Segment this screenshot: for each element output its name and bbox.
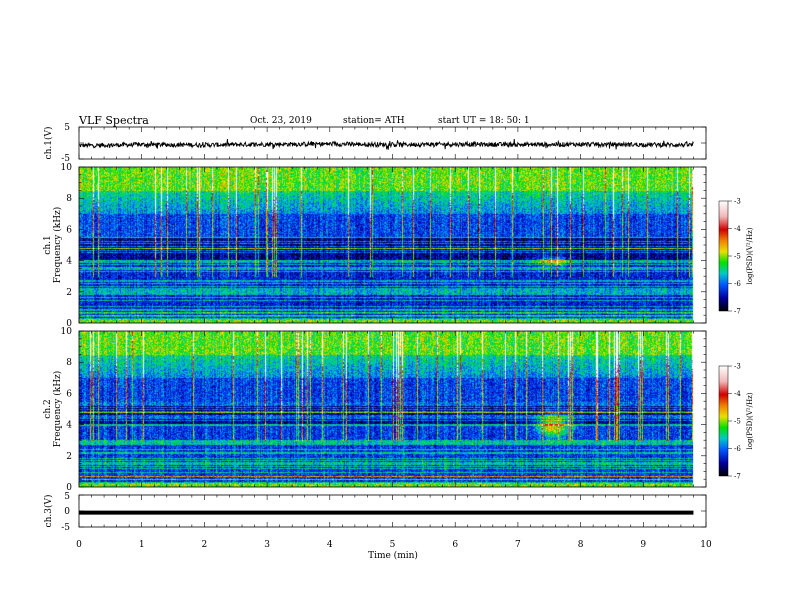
colorbar-ch1-tick-label: -6 bbox=[734, 280, 741, 288]
x-tick-label: 3 bbox=[264, 540, 270, 550]
colorbar-ch2-tick-label: -6 bbox=[734, 445, 741, 453]
ch3-waveform-panel: 5 0 -5 ch.3(V) 0 1 2 3 4 5 6 7 8 9 10 Time (min) bbox=[43, 492, 712, 561]
ch1-waveform-ticks bbox=[78, 126, 707, 160]
x-tick-label: 10 bbox=[700, 540, 712, 550]
x-tick-label: 5 bbox=[390, 540, 396, 550]
x-axis-ticklabels: 0 1 2 3 4 5 6 7 8 9 10 bbox=[76, 540, 712, 550]
x-tick-label: 2 bbox=[202, 540, 208, 550]
ch1-ytick-top: 5 bbox=[64, 123, 70, 133]
colorbar-ch1-tick-label: -4 bbox=[734, 225, 741, 233]
ch1-ytick-bottom: -5 bbox=[61, 154, 70, 164]
figure-title: VLF Spectra bbox=[78, 114, 149, 127]
colorbar-ch1-tick-label: -3 bbox=[734, 198, 741, 206]
spec2-ytick-label: 8 bbox=[66, 358, 72, 368]
ch3-waveform-ticks bbox=[78, 494, 707, 528]
colorbar-ch1: -3 -4 -5 -6 -7 log(PSD)(V²/Hz) bbox=[718, 198, 754, 316]
colorbar-ch1-label: log(PSD)(V²/Hz) bbox=[746, 227, 754, 284]
spec2-ytick-label: 0 bbox=[66, 483, 72, 493]
x-tick-label: 9 bbox=[640, 540, 646, 550]
ch1-spectrogram-panel: 0 2 4 6 8 10 ch.1 Frequency (kHz) bbox=[43, 163, 707, 329]
spec1-ytick-label: 8 bbox=[66, 194, 72, 204]
spec1-ytick-label: 6 bbox=[66, 225, 72, 235]
ch1-spectrogram-ticks bbox=[78, 166, 707, 324]
colorbar-ch1-tick-label: -5 bbox=[734, 253, 741, 261]
ch1-ylabel: ch.1(V) bbox=[43, 127, 54, 160]
station-label: station= ATH bbox=[343, 116, 405, 126]
ch1-spectrogram-ylabel-freq: Frequency (kHz) bbox=[52, 207, 63, 284]
colorbar-ch2-ticks: -3 -4 -5 -6 -7 bbox=[728, 363, 741, 481]
ch2-spectrogram-ticks bbox=[78, 330, 707, 488]
colorbar-ch2-tick-label: -4 bbox=[734, 390, 741, 398]
x-tick-label: 1 bbox=[139, 540, 145, 550]
ch1-waveform-panel: 5 -5 ch.1(V) bbox=[43, 123, 707, 164]
x-tick-label: 8 bbox=[578, 540, 584, 550]
ch1-spectrogram-ylabel-channel: ch.1 bbox=[43, 235, 53, 254]
colorbar-ch2-label: log(PSD)(V²/Hz) bbox=[746, 392, 754, 449]
x-tick-label: 0 bbox=[76, 540, 82, 550]
spec1-ytick-label: 4 bbox=[66, 257, 72, 267]
spec1-ytick-label: 10 bbox=[61, 163, 73, 173]
spec2-ytick-label: 10 bbox=[61, 327, 73, 337]
colorbar-ch1-ticks: -3 -4 -5 -6 -7 bbox=[728, 198, 741, 316]
ch2-spectrogram-panel: 0 2 4 6 8 10 ch.2 Frequency (kHz) bbox=[43, 327, 707, 493]
spec2-ytick-label: 2 bbox=[66, 452, 72, 462]
spec1-ytick-label: 2 bbox=[66, 288, 72, 298]
colorbar-ch1-bar bbox=[718, 200, 729, 312]
colorbar-ch2-bar bbox=[718, 365, 729, 477]
x-axis-label: Time (min) bbox=[368, 550, 418, 561]
ch1-spectrogram-image bbox=[79, 167, 706, 323]
colorbar-ch2-tick-label: -5 bbox=[734, 418, 741, 426]
x-tick-label: 7 bbox=[515, 540, 521, 550]
spec2-ytick-label: 4 bbox=[66, 421, 72, 431]
ch2-spectrogram-ylabel-freq: Frequency (kHz) bbox=[52, 371, 63, 448]
x-tick-label: 6 bbox=[452, 540, 458, 550]
spec1-ytick-label: 0 bbox=[66, 319, 72, 329]
colorbar-ch2-tick-label: -3 bbox=[734, 363, 741, 371]
date-label: Oct. 23, 2019 bbox=[250, 116, 312, 126]
spec2-ytick-label: 6 bbox=[66, 389, 72, 399]
ch3-ytick-mid: 0 bbox=[64, 507, 70, 517]
ch2-spectrogram-ylabel-channel: ch.2 bbox=[43, 399, 53, 418]
ch3-ytick-top: 5 bbox=[64, 492, 70, 502]
ch2-spectrogram-image bbox=[79, 331, 706, 487]
ch1-spectrogram-yticklabels: 0 2 4 6 8 10 bbox=[61, 163, 73, 329]
colorbar-ch2: -3 -4 -5 -6 -7 log(PSD)(V²/Hz) bbox=[718, 363, 754, 481]
ch2-spectrogram-yticklabels: 0 2 4 6 8 10 bbox=[61, 327, 73, 493]
ch3-ylabel: ch.3(V) bbox=[43, 495, 54, 528]
x-tick-label: 4 bbox=[327, 540, 333, 550]
ch3-ytick-bottom: -5 bbox=[61, 523, 70, 533]
ch1-waveform-trace bbox=[78, 139, 694, 150]
colorbar-ch1-tick-label: -7 bbox=[734, 308, 741, 316]
start-time-label: start UT = 18: 50: 1 bbox=[438, 116, 530, 126]
colorbar-ch2-tick-label: -7 bbox=[734, 473, 741, 481]
